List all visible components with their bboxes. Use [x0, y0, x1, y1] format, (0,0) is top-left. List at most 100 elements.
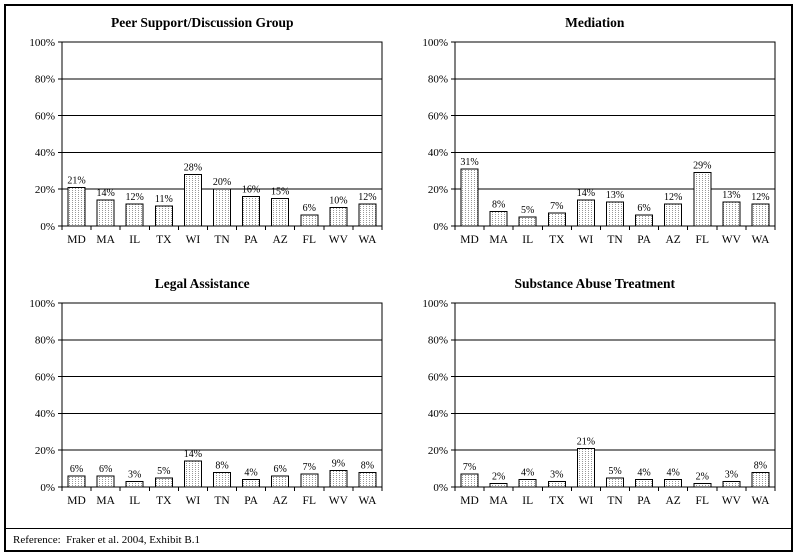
bar-value-label: 3%	[550, 469, 563, 480]
x-category-label: FL	[695, 495, 708, 507]
bar	[460, 473, 479, 488]
x-category-label: AZ	[273, 234, 288, 246]
x-category-label: MD	[68, 234, 87, 246]
chart-title-substance-abuse: Substance Abuse Treatment	[514, 276, 676, 291]
chart-canvas-legal-assistance: 0% 20% 40% 60% 80% 100% 6% MD 6% MA 3% IL 5% TX 14% WI 8…	[30, 298, 383, 507]
bar	[242, 479, 261, 488]
x-category-label: PA	[245, 495, 259, 507]
bar-value-label: 8%	[216, 460, 229, 471]
bar	[576, 199, 595, 227]
y-tick-label: 100%	[422, 298, 448, 310]
bar	[605, 201, 624, 227]
y-tick-label: 100%	[30, 37, 56, 49]
y-tick-label: 80%	[35, 335, 55, 347]
x-category-label: WI	[578, 234, 593, 246]
bar-value-label: 10%	[329, 196, 347, 207]
bar	[663, 203, 682, 227]
bar-value-label: 4%	[521, 468, 534, 479]
bar	[242, 196, 261, 227]
y-tick-label: 80%	[35, 74, 55, 86]
bar	[693, 172, 712, 227]
bar	[489, 210, 508, 227]
bar	[518, 479, 537, 488]
y-tick-label: 20%	[35, 184, 55, 196]
x-category-label: MD	[460, 495, 479, 507]
bar-value-label: 12%	[751, 192, 769, 203]
bar	[213, 471, 232, 488]
bar	[96, 199, 115, 227]
x-category-label: PA	[637, 234, 651, 246]
x-category-label: TX	[156, 495, 172, 507]
bar-value-label: 15%	[271, 186, 289, 197]
bar	[634, 214, 653, 227]
x-category-label: TX	[156, 234, 172, 246]
x-category-label: AZ	[665, 495, 680, 507]
bar-value-label: 9%	[332, 458, 345, 469]
x-category-label: IL	[522, 234, 533, 246]
y-tick-label: 80%	[428, 335, 448, 347]
bar	[329, 207, 348, 227]
y-tick-label: 0%	[41, 221, 56, 233]
bar	[67, 186, 86, 227]
bar	[271, 197, 290, 227]
x-category-label: WV	[329, 234, 349, 246]
bar	[96, 475, 115, 488]
bar-value-label: 6%	[274, 464, 287, 475]
y-tick-label: 40%	[428, 147, 448, 159]
bar-value-label: 11%	[155, 194, 173, 205]
bar-value-label: 14%	[184, 449, 202, 460]
x-category-label: TX	[549, 234, 565, 246]
y-tick-label: 20%	[35, 445, 55, 457]
bar-value-label: 7%	[550, 201, 563, 212]
chart-title-legal-assistance: Legal Assistance	[154, 276, 250, 291]
bar-value-label: 12%	[359, 192, 377, 203]
x-category-label: FL	[303, 234, 316, 246]
bar	[271, 475, 290, 488]
bar	[518, 216, 537, 227]
x-category-label: MA	[97, 234, 116, 246]
chart-canvas-substance-abuse: 0% 20% 40% 60% 80% 100% 7% MD 2% MA 4% IL 3% TX 21% WI 5…	[422, 298, 776, 507]
bar	[358, 203, 377, 227]
bar-value-label: 29%	[693, 161, 711, 172]
x-category-label: MA	[489, 234, 508, 246]
x-category-label: WI	[186, 495, 201, 507]
chart-canvas-peer-support: 0% 20% 40% 60% 80% 100% 21% MD 14% MA 12% IL 11% TX 28…	[30, 37, 383, 246]
y-tick-label: 0%	[433, 482, 448, 494]
chart-title-mediation: Mediation	[565, 15, 625, 30]
bar	[125, 203, 144, 227]
x-category-label: PA	[637, 495, 651, 507]
bar	[663, 479, 682, 488]
bar	[576, 447, 595, 488]
bar-value-label: 16%	[242, 185, 260, 196]
x-category-label: IL	[522, 495, 533, 507]
x-category-label: IL	[130, 495, 141, 507]
bar-value-label: 20%	[213, 177, 231, 188]
bar	[722, 201, 741, 227]
x-category-label: WI	[186, 234, 201, 246]
bar	[693, 482, 712, 488]
y-tick-label: 80%	[428, 74, 448, 86]
bar	[634, 479, 653, 488]
x-category-label: PA	[245, 234, 259, 246]
bar-value-label: 6%	[637, 203, 650, 214]
bar	[460, 168, 479, 227]
bar-value-label: 14%	[576, 188, 594, 199]
bar-value-label: 31%	[460, 157, 478, 168]
bar	[184, 173, 203, 227]
bar-value-label: 8%	[754, 460, 767, 471]
x-category-label: WV	[722, 234, 742, 246]
x-category-label: WV	[329, 495, 349, 507]
x-category-label: TN	[607, 495, 623, 507]
bar-value-label: 7%	[303, 462, 316, 473]
y-tick-label: 60%	[428, 110, 448, 122]
x-category-label: WV	[722, 495, 742, 507]
bar-value-label: 14%	[97, 188, 115, 199]
bar-value-label: 6%	[303, 203, 316, 214]
y-tick-label: 0%	[41, 482, 56, 494]
bar-value-label: 21%	[68, 175, 86, 186]
x-category-label: IL	[130, 234, 141, 246]
y-tick-label: 0%	[433, 221, 448, 233]
bar	[213, 188, 232, 227]
bar-value-label: 12%	[126, 192, 144, 203]
x-category-label: TN	[607, 234, 623, 246]
